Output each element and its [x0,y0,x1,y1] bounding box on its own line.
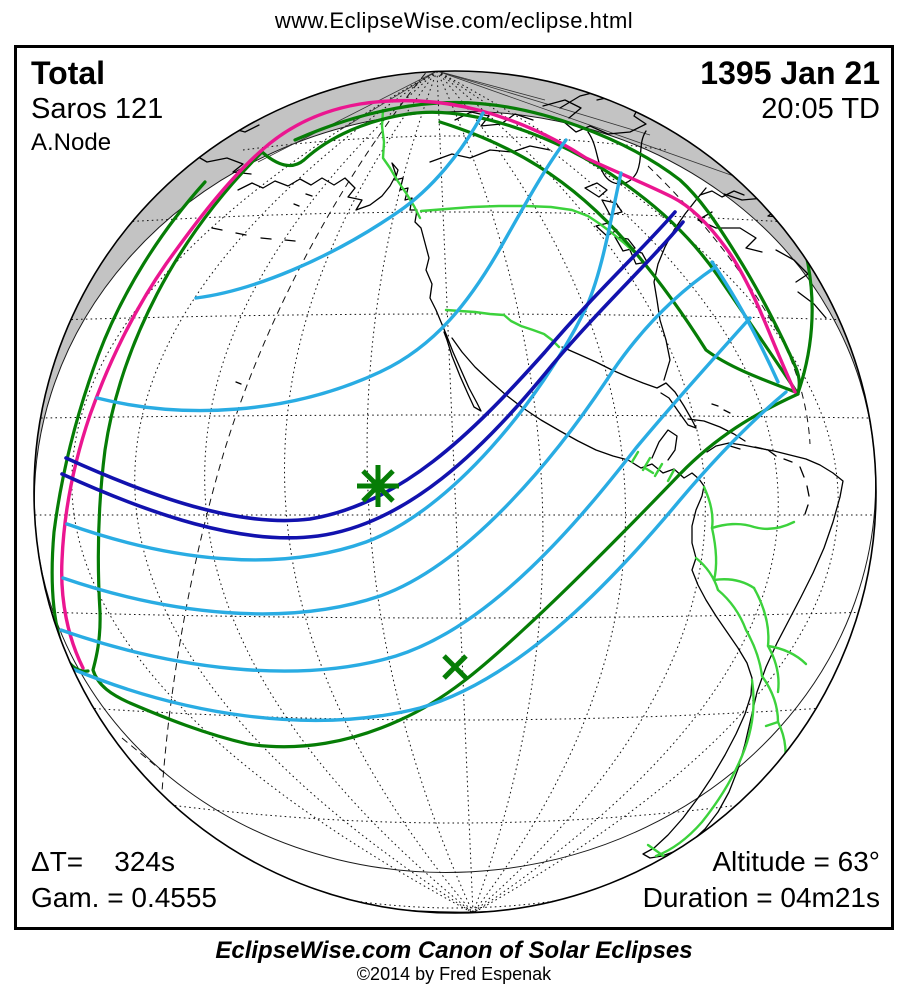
gamma-value: Gam. = 0.4555 [31,882,218,913]
globe-limb [33,70,877,914]
subsolar-point-marker [442,654,468,680]
eclipse-globe-map [14,45,894,930]
saros-label: Saros 121 [31,93,164,125]
dashed-reference-lines [121,71,811,793]
footer-copyright: ©2014 by Fred Espenak [356,964,552,984]
site-url: www.EclipseWise.com/eclipse.html [274,8,634,33]
eclipse-type-label: Total [31,55,106,91]
delta-t-value: ΔT= 324s [31,846,175,877]
penumbral-limit-curve [60,98,797,670]
duration-value: Duration = 04m21s [642,882,880,913]
altitude-value: Altitude = 63° [712,846,880,877]
footer-title: EclipseWise.com Canon of Solar Eclipses [215,937,693,964]
greatest-eclipse-marker [357,465,399,507]
eclipse-date: 1395 Jan 21 [700,55,880,91]
hourly-curves [59,111,788,723]
node-label: A.Node [31,129,112,156]
umbral-path [60,210,685,540]
eclipse-time: 20:05 TD [761,93,880,125]
globe-disk [34,71,876,913]
sunrise-sunset-curves [50,100,814,749]
night-meridian-lines [257,71,746,181]
